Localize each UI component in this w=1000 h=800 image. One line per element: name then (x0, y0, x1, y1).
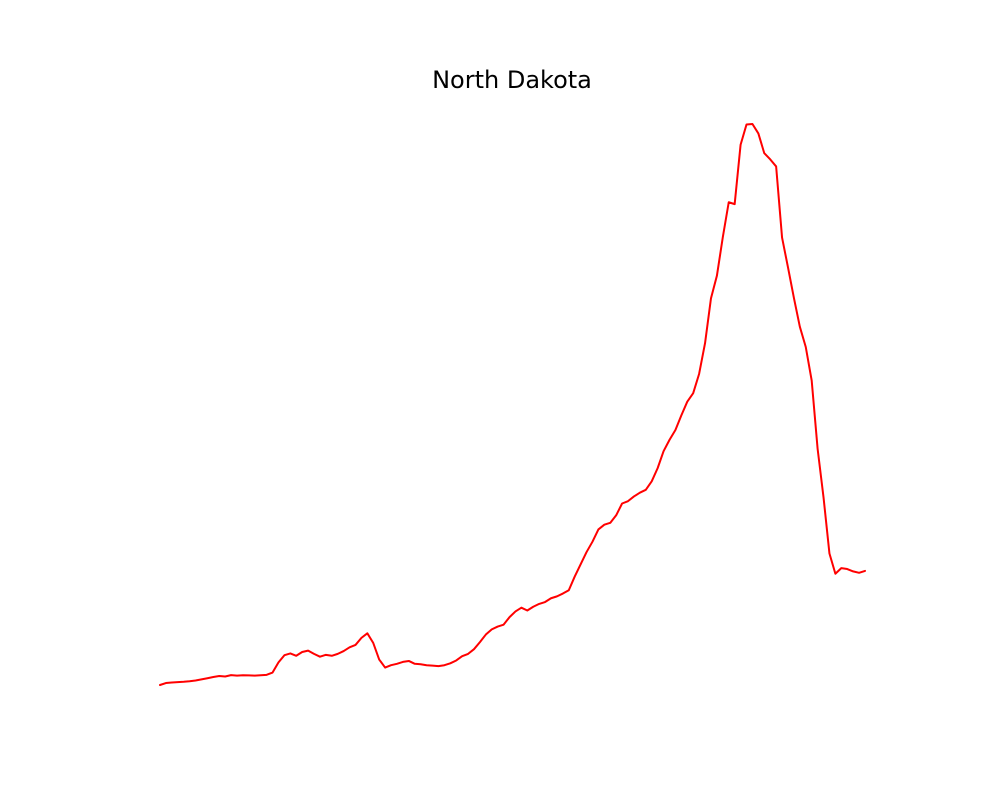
plot-area (159, 123, 866, 686)
chart-title: North Dakota (432, 66, 592, 94)
series-line-0 (159, 123, 866, 686)
